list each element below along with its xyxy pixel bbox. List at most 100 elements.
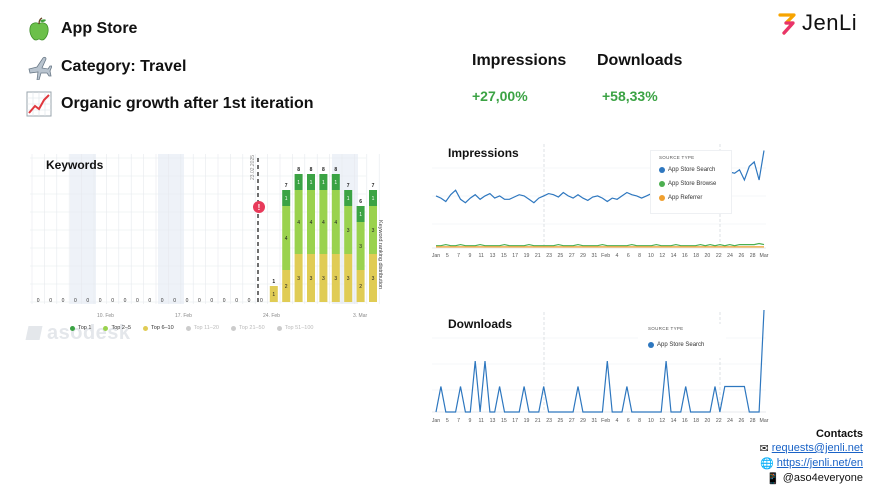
legend-dot [185,325,191,331]
legend-item-top-21-50[interactable]: Top 21–50 [230,325,265,331]
x-tick-label: 28 [750,253,756,259]
brand-name: JenLi [802,10,858,35]
impressions-legend-title: SOURCE TYPE [659,155,695,160]
keyword-bar-segment[interactable] [319,190,328,254]
legend-dot [659,167,665,173]
keyword-bar-segment[interactable] [369,206,377,254]
bar-total-label: 0 [235,298,238,304]
x-tick-label: 11 [479,418,484,424]
keyword-bar-segment[interactable] [369,190,377,206]
legend-item-top-1[interactable]: Top 1 [70,325,91,331]
series-line-app-store-search [435,309,765,413]
downloads-chart-panel: Jan 5 7 9 11 13 15 17 19 21 23 25 27 29 31 Feb 4 6 8 10 12 14… [428,308,770,426]
legend-item-top-51-100[interactable]: Top 51–100 [276,325,313,331]
impressions-metric-label: Impressions [472,52,567,69]
bar-total-label: 0 [173,298,176,304]
x-tick-label: 16 [682,253,688,259]
legend-item-browse[interactable]: App Store Browse [659,181,716,187]
x-tick-label: 6 [627,253,630,259]
legend-item-top-11-20[interactable]: Top 11–20 [185,325,219,331]
x-tick-label: Feb [601,418,610,424]
email-link[interactable]: requests@jenli.net [771,442,863,454]
bar-total-label: 0 [148,298,151,304]
bar-segment-label: 3 [334,276,337,282]
x-tick-label: 16 [682,418,688,424]
growth-label: Organic growth after 1st iteration [61,95,314,112]
website-link[interactable]: https://jenli.net/en [776,457,863,469]
bar-segment-label: 3 [347,228,350,234]
x-tick-label: 18 [693,253,699,259]
x-tick-label: Feb [601,253,610,259]
legend-item-search[interactable]: App Store Search [659,167,715,173]
legend-label: Top 2–5 [111,325,132,331]
downloads-metric-label: Downloads [597,52,683,69]
keyword-bar-segment[interactable] [282,206,291,270]
legend-item-top-2-5[interactable]: Top 2–5 [103,325,131,331]
keywords-chart: 0 0 0 0 0 0 0 0 0 0 0 0 0 0 0 0 0 0 0 1 1 2 4 1 7 3 4 1 8 3 4 1 8 3 4 1 8 3 4 1… [30,154,383,319]
bar-segment-label: 4 [285,236,288,242]
keyword-bar-segment[interactable] [344,254,353,302]
weekend-band [158,154,184,304]
keyword-bar-segment[interactable] [356,222,365,270]
x-tick-label: 23 [546,253,552,259]
bar-segment-label: 3 [310,276,313,282]
legend-label: App Store Search [668,167,716,173]
bar-total-label: 0 [186,298,189,304]
x-tick-label: 7 [457,253,460,259]
keyword-bar-segment[interactable] [294,254,303,302]
contact-website-row: 🌐 https://jenli.net/en [760,456,863,471]
keyword-bar-segment[interactable] [356,270,365,302]
category-label: Category: Travel [61,58,187,75]
bar-total-label: 8 [322,167,325,173]
x-tick-label: 14 [671,253,677,259]
legend-item-search[interactable]: App Store Search [648,342,704,348]
legend-item-top-6-10[interactable]: Top 6–10 [143,325,174,331]
x-tick-label: 10 [648,418,654,424]
keyword-bar-segment[interactable] [344,190,353,206]
impressions-metric-value: +27,00% [472,88,528,104]
keyword-bar-segment[interactable] [307,174,315,190]
legend-label: Top 11–20 [193,325,219,331]
bar-segment-label: 1 [322,180,325,186]
x-tick-label: 21 [535,418,541,424]
bar-segment-label: 4 [297,220,300,226]
keyword-bar-segment[interactable] [282,190,291,206]
keyword-bar-segment[interactable] [307,190,315,254]
keyword-bar-segment[interactable] [294,174,303,190]
x-tick-label: 22 [716,418,722,424]
bar-segment-label: 4 [322,220,325,226]
keyword-bar-segment[interactable] [319,174,328,190]
bar-segment-label: 2 [359,284,362,290]
keyword-bar-segment[interactable] [269,286,278,302]
x-tick-label: 19 [524,418,530,424]
event-marker[interactable] [253,201,265,213]
keyword-bar-segment[interactable] [319,254,328,302]
keyword-bar-segment[interactable] [307,254,315,302]
keyword-bar-segment[interactable] [282,270,291,302]
bar-segment-label: 2 [285,284,288,290]
keyword-bar-segment[interactable] [331,174,340,190]
keyword-bar-segment[interactable] [369,254,377,302]
x-tick-label: 12 [659,418,665,424]
keyword-bar-segment[interactable] [331,190,340,254]
x-tick-label: 6 [627,418,630,424]
x-tick-label: 12 [659,253,665,259]
keyword-bar-segment[interactable] [294,190,303,254]
keyword-bar-segment[interactable] [331,254,340,302]
airplane-icon [28,56,52,80]
kw-x-label: 17. Feb [175,313,192,319]
x-tick-label: 10 [648,253,654,259]
event-marker-label: ! [258,203,261,212]
keyword-bar-segment[interactable] [356,206,365,222]
x-tick-label: 19 [524,253,530,259]
event-date-label: 23.02.2025 [250,155,256,180]
ranking-axis-label: Keyword ranking distribution [377,220,383,289]
bar-segment-label: 1 [285,196,288,202]
downloads-metric-value: +58,33% [602,88,658,104]
legend-item-referrer[interactable]: App Referrer [659,195,702,201]
growth-chart-icon [26,91,52,117]
keywords-legend: Top 1 Top 2–5 Top 6–10 Top 11–20 Top 21–50 To… [70,325,313,331]
keyword-bar-segment[interactable] [344,206,353,254]
x-tick-label: Mar [760,253,769,259]
bar-total-label: 8 [310,167,313,173]
